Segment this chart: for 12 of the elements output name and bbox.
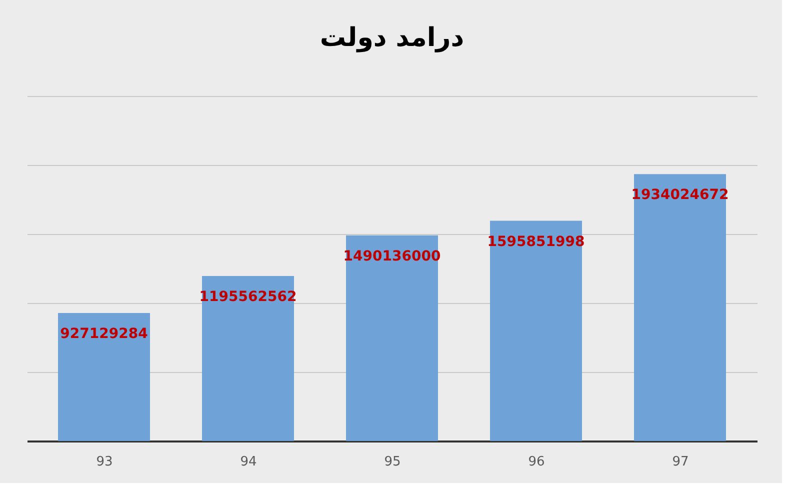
x-tick-label: 95 (384, 454, 401, 470)
x-tick-label: 97 (672, 454, 689, 470)
x-tick-label: 93 (96, 454, 113, 470)
chart-title: درامد دولت (320, 23, 464, 53)
x-tick-label: 94 (240, 454, 257, 470)
x-tick-label: 96 (528, 454, 545, 470)
data-label: 927129284 (60, 326, 148, 342)
bar (202, 276, 294, 441)
bar (490, 220, 582, 441)
bar (346, 235, 438, 441)
bar (58, 313, 150, 441)
bar (634, 174, 726, 441)
